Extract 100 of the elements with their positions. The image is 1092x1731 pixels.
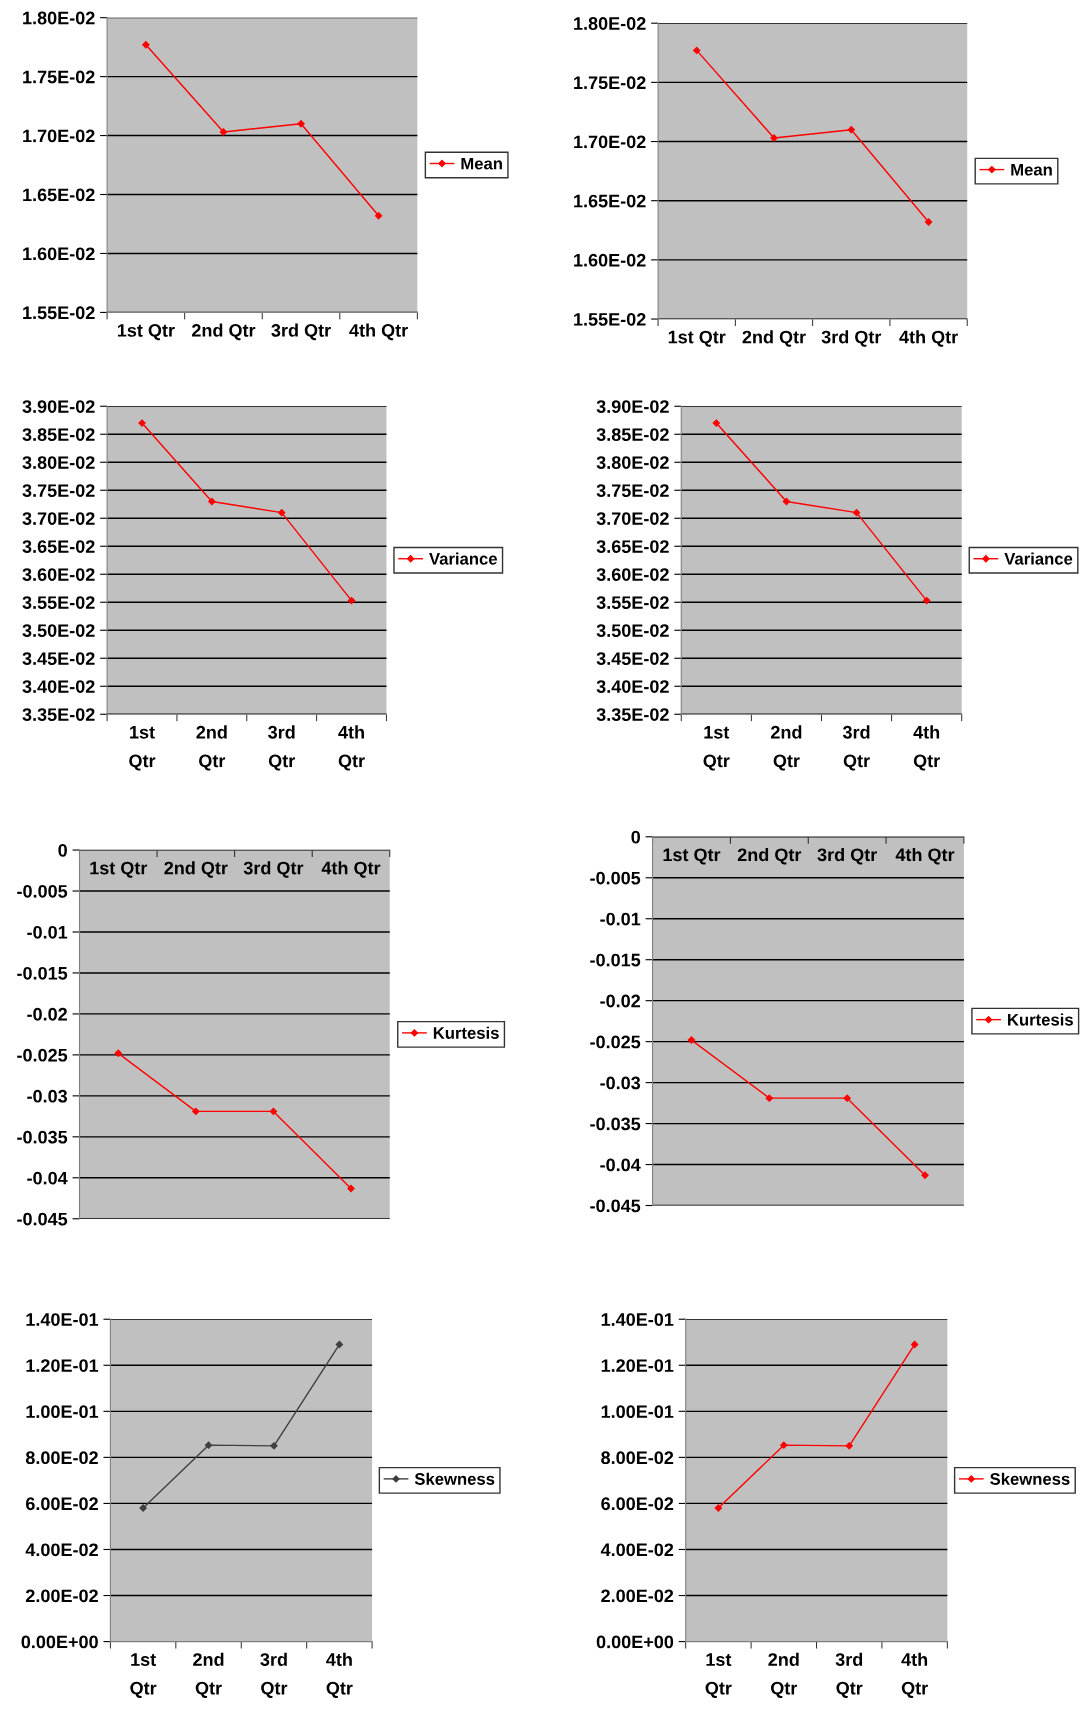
- y-tick-label: 3.70E-02: [596, 512, 669, 525]
- x-tick-label: 2nd Qtr: [193, 1652, 224, 1698]
- point: [347, 596, 356, 605]
- point: [693, 46, 701, 55]
- y-tick-label: 1.20E-01: [601, 1359, 674, 1372]
- y-tick-label: 0: [58, 843, 67, 857]
- point: [921, 1171, 929, 1179]
- y-tick-label: 3.90E-02: [22, 400, 95, 413]
- point: [139, 1504, 147, 1512]
- y-tick-label: -0.01: [27, 925, 68, 939]
- y-tick-label: 1.70E-02: [23, 129, 95, 143]
- point: [297, 120, 305, 128]
- y-tick-label: 0.00E+00: [21, 1635, 98, 1649]
- y-tick-label: 3.40E-02: [22, 680, 95, 693]
- y-tick-label: 3.70E-02: [22, 512, 95, 525]
- point: [847, 126, 855, 134]
- point: [714, 1504, 723, 1512]
- x-tick-label: 3rd Qtr: [842, 725, 870, 771]
- y-tick-label: -0.025: [17, 1048, 68, 1062]
- y-tick-label: 1.40E-01: [26, 1313, 99, 1326]
- point: [845, 1442, 853, 1450]
- y-tick-label: -0.015: [590, 953, 641, 967]
- point: [780, 1441, 788, 1449]
- x-tick-label: 1st Qtr: [117, 324, 175, 341]
- y-tick-label: 3.60E-02: [22, 568, 95, 581]
- y-tick-label: -0.04: [600, 1158, 641, 1172]
- y-tick-label: 3.80E-02: [22, 456, 95, 469]
- point: [114, 1049, 122, 1057]
- x-tick-label: 1st Qtr: [129, 726, 156, 771]
- y-tick-label: -0.02: [600, 994, 641, 1008]
- y-tick-label: 4.00E-02: [600, 1543, 674, 1557]
- legend-label: Skewness: [990, 1472, 1070, 1485]
- point: [843, 1094, 851, 1102]
- point: [347, 1184, 355, 1193]
- point: [712, 419, 720, 427]
- point: [374, 212, 383, 220]
- x-tick-label: 4th Qtr: [338, 725, 365, 771]
- y-tick-label: -0.035: [590, 1117, 641, 1131]
- legend-label: Kurtesis: [1008, 1013, 1073, 1026]
- y-tick-label: 1.00E-01: [26, 1405, 99, 1419]
- y-tick-label: 1.40E-01: [601, 1313, 674, 1326]
- y-tick-label: -0.01: [600, 912, 641, 926]
- y-tick-label: 1.70E-02: [574, 135, 646, 149]
- point: [142, 41, 150, 49]
- y-tick-label: 6.00E-02: [601, 1497, 674, 1511]
- point: [924, 218, 933, 226]
- y-tick-label: 6.00E-02: [25, 1497, 98, 1511]
- x-tick-label: 1st Qtr: [130, 1653, 157, 1698]
- x-tick-label: 2nd Qtr: [742, 330, 806, 347]
- legend-label: Variance: [429, 552, 497, 565]
- point: [782, 497, 791, 506]
- x-tick-label: 2nd Qtr: [771, 725, 802, 771]
- y-tick-label: 3.80E-02: [596, 456, 669, 469]
- y-tick-label: 2.00E-02: [25, 1589, 98, 1603]
- point: [270, 1442, 278, 1450]
- legend-label: Mean: [1011, 163, 1052, 176]
- legend-label: Kurtesis: [433, 1026, 499, 1039]
- y-tick-label: 3.85E-02: [22, 428, 95, 441]
- y-tick-label: -0.005: [17, 884, 68, 898]
- y-tick-label: -0.025: [590, 1035, 641, 1049]
- y-tick-label: 3.85E-02: [596, 428, 669, 441]
- legend-label: Variance: [1004, 552, 1073, 565]
- x-tick-label: 4th Qtr: [899, 330, 958, 347]
- y-tick-label: 0: [631, 830, 641, 844]
- y-tick-label: 2.00E-02: [601, 1589, 674, 1603]
- y-tick-label: 3.45E-02: [22, 652, 95, 665]
- y-tick-label: 3.65E-02: [22, 540, 95, 553]
- y-tick-label: -0.03: [600, 1076, 641, 1090]
- x-tick-label: 1st Qtr: [703, 726, 730, 771]
- y-tick-label: 3.90E-02: [596, 400, 669, 413]
- y-tick-label: -0.045: [17, 1212, 68, 1226]
- point: [219, 128, 228, 136]
- y-tick-label: 4.00E-02: [25, 1543, 98, 1557]
- x-tick-label: 3rd Qtr: [835, 1652, 863, 1698]
- point: [765, 1094, 773, 1102]
- y-tick-label: 1.00E-01: [601, 1405, 674, 1419]
- x-tick-label: 1st Qtr: [668, 330, 726, 347]
- y-tick-label: 1.55E-02: [23, 306, 95, 320]
- point: [911, 1340, 919, 1349]
- y-tick-label: 1.65E-02: [574, 194, 646, 208]
- y-tick-label: -0.04: [27, 1171, 68, 1185]
- x-tick-label: 2nd Qtr: [164, 861, 228, 878]
- y-tick-label: -0.035: [17, 1130, 68, 1144]
- y-tick-label: 3.55E-02: [596, 596, 669, 609]
- y-tick-label: 3.35E-02: [22, 708, 95, 721]
- x-tick-label: 4th Qtr: [321, 861, 381, 878]
- y-tick-label: 3.55E-02: [22, 596, 95, 609]
- x-tick-label: 2nd Qtr: [191, 323, 256, 341]
- point: [335, 1340, 344, 1349]
- y-tick-label: 3.75E-02: [22, 484, 95, 497]
- x-tick-label: 3rd Qtr: [243, 861, 304, 878]
- x-tick-label: 2nd Qtr: [768, 1652, 799, 1698]
- point: [269, 1107, 278, 1116]
- point: [192, 1107, 200, 1116]
- x-tick-label: 4th Qtr: [913, 725, 940, 771]
- point: [923, 596, 931, 605]
- x-tick-label: 3rd Qtr: [271, 323, 331, 341]
- y-tick-label: -0.03: [27, 1089, 68, 1103]
- x-tick-label: 3rd Qtr: [260, 1652, 288, 1698]
- x-tick-label: 3rd Qtr: [821, 330, 882, 347]
